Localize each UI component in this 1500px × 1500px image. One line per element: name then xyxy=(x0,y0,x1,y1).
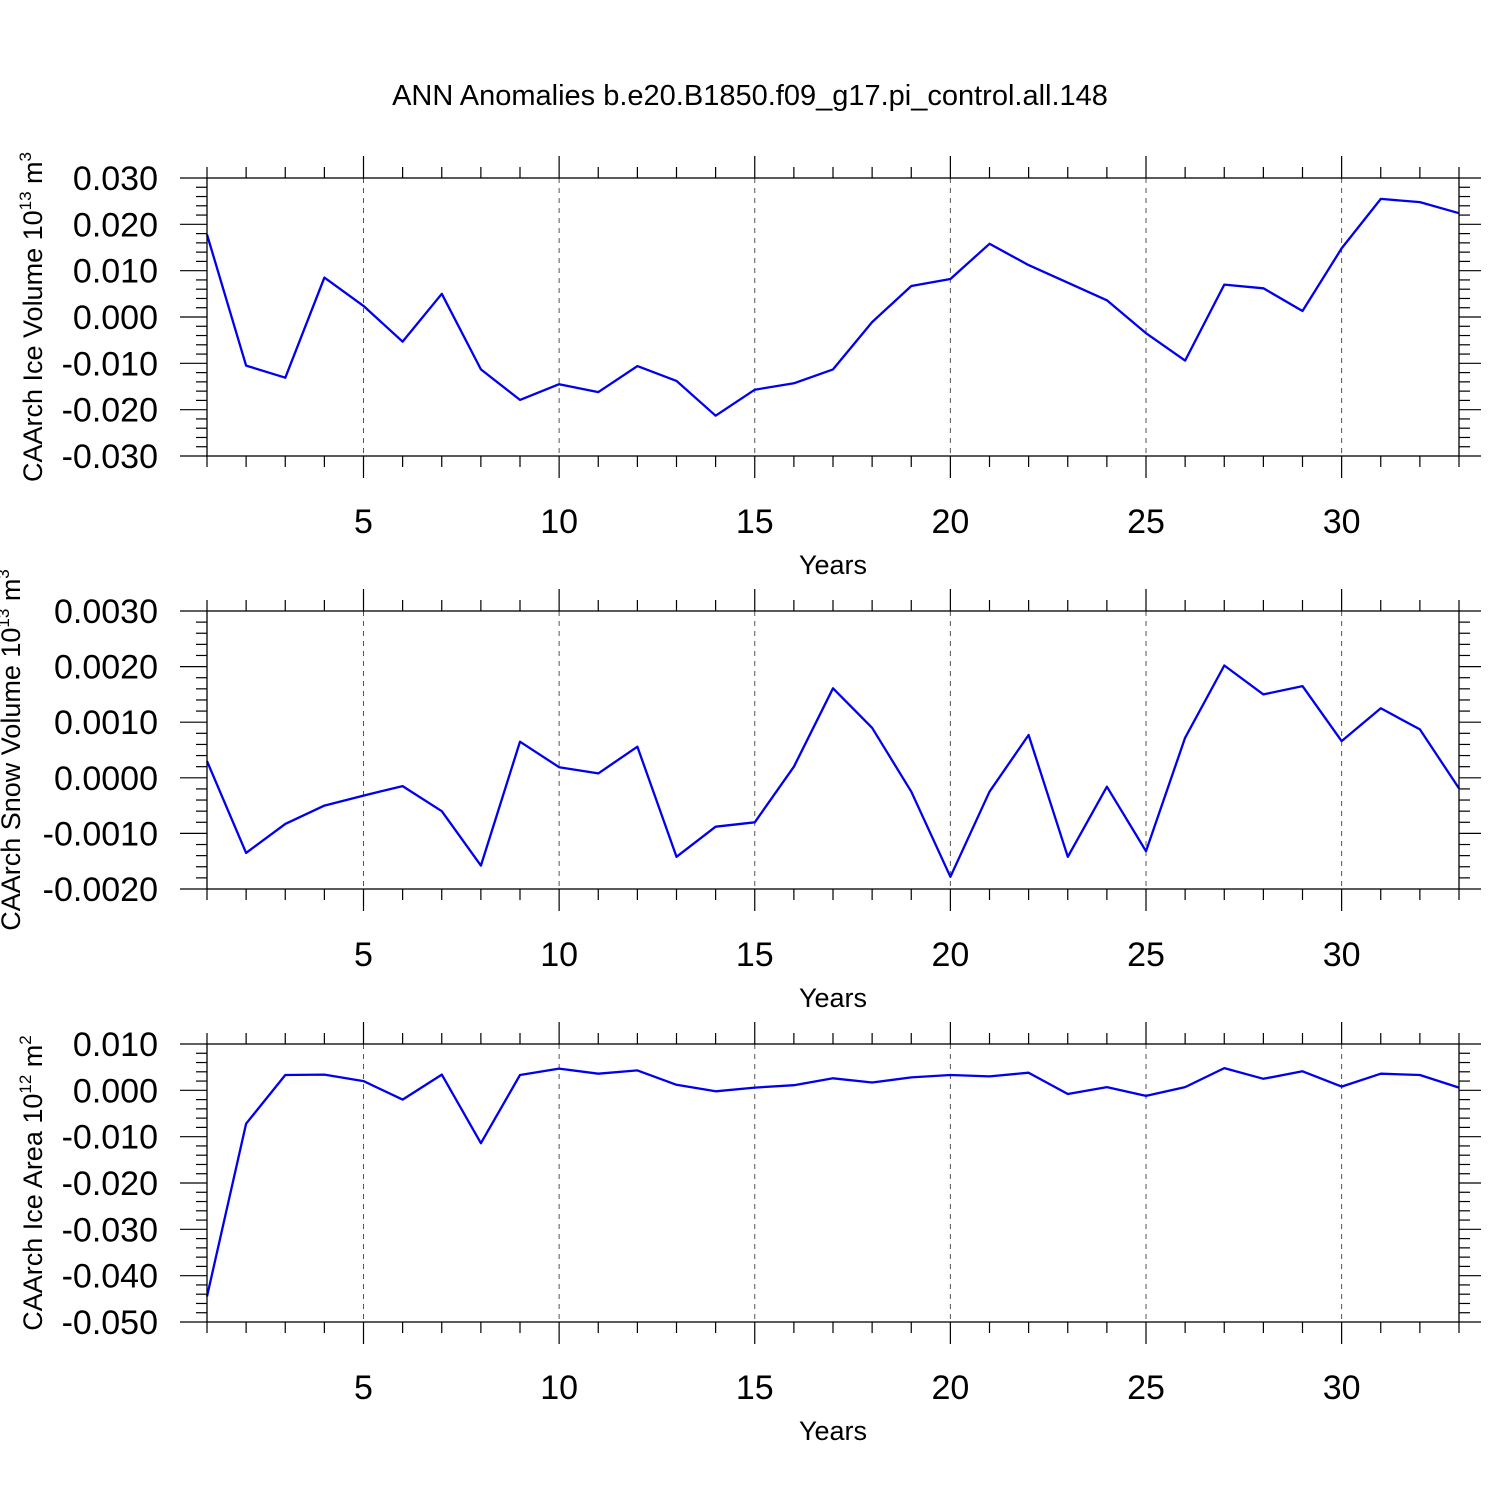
y-tick-label: 0.000 xyxy=(73,1072,158,1110)
y-tick-label: -0.020 xyxy=(62,392,158,430)
y-tick-label: 0.0020 xyxy=(54,649,158,687)
x-tick-label: 25 xyxy=(1127,1369,1165,1407)
x-tick-label: 20 xyxy=(931,936,969,974)
y-tick-label: 0.020 xyxy=(73,206,158,244)
x-tick-label: 25 xyxy=(1127,936,1165,974)
x-tick-label: 15 xyxy=(736,936,774,974)
x-tick-label: 25 xyxy=(1127,503,1165,541)
x-tick-label: 20 xyxy=(931,503,969,541)
panel-1: 5 10 15 20 25 30 -0.030 -0.020 -0.010 0.000 0.010 0… xyxy=(16,152,1481,580)
panel-3: 5 10 15 20 25 30 -0.050 -0.040 -0.030 -0.020 -0.01… xyxy=(16,1022,1481,1446)
data-series-line xyxy=(205,197,1460,417)
x-axis-label: Years xyxy=(799,983,867,1013)
y-tick-label: 0.010 xyxy=(73,253,158,291)
data-series-line xyxy=(205,1066,1460,1297)
y-tick-label: -0.030 xyxy=(62,438,158,476)
y-tick-label: 0.0000 xyxy=(54,760,158,798)
y-axis-label: CAArch Ice Volume 1013 m3 xyxy=(16,152,48,482)
x-tick-label: 5 xyxy=(354,936,373,974)
chart-title: ANN Anomalies b.e20.B1850.f09_g17.pi_con… xyxy=(392,80,1108,112)
data-series-line xyxy=(205,664,1460,878)
y-tick-label: -0.0020 xyxy=(43,871,158,909)
y-tick-label: 0.030 xyxy=(73,160,158,198)
y-tick-label: -0.030 xyxy=(62,1211,158,1249)
y-axis-label: CAArch Ice Area 1012 m2 xyxy=(16,1035,48,1331)
x-tick-label: 10 xyxy=(540,936,578,974)
x-axis-label: Years xyxy=(799,550,867,580)
y-tick-label: 0.010 xyxy=(73,1026,158,1064)
x-tick-label: 20 xyxy=(931,1369,969,1407)
x-tick-label: 30 xyxy=(1323,1369,1361,1407)
plot-frame xyxy=(206,610,1460,890)
panel-2: 5 10 15 20 25 30 -0.0020 -0.0010 0.0000 0.0010 0.0… xyxy=(0,569,1481,1013)
x-tick-label: 10 xyxy=(540,503,578,541)
y-tick-label: 0.0010 xyxy=(54,704,158,742)
x-tick-label: 15 xyxy=(736,503,774,541)
y-tick-label: -0.050 xyxy=(62,1304,158,1342)
y-tick-label: -0.040 xyxy=(62,1258,158,1296)
x-tick-label: 30 xyxy=(1323,936,1361,974)
plot-frame xyxy=(206,1043,1460,1323)
x-tick-label: 5 xyxy=(354,1369,373,1407)
x-tick-label: 30 xyxy=(1323,503,1361,541)
x-tick-label: 10 xyxy=(540,1369,578,1407)
y-tick-label: 0.0030 xyxy=(54,593,158,631)
x-tick-label: 15 xyxy=(736,1369,774,1407)
y-tick-label: 0.000 xyxy=(73,299,158,337)
y-tick-label: -0.0010 xyxy=(43,815,158,853)
y-axis-label: CAArch Snow Volume 1013 m3 xyxy=(0,569,26,931)
y-tick-label: -0.010 xyxy=(62,345,158,383)
y-tick-label: -0.020 xyxy=(62,1165,158,1203)
x-axis-label: Years xyxy=(799,1416,867,1446)
x-tick-label: 5 xyxy=(354,503,373,541)
plot-frame xyxy=(206,177,1460,457)
y-tick-label: -0.010 xyxy=(62,1119,158,1157)
